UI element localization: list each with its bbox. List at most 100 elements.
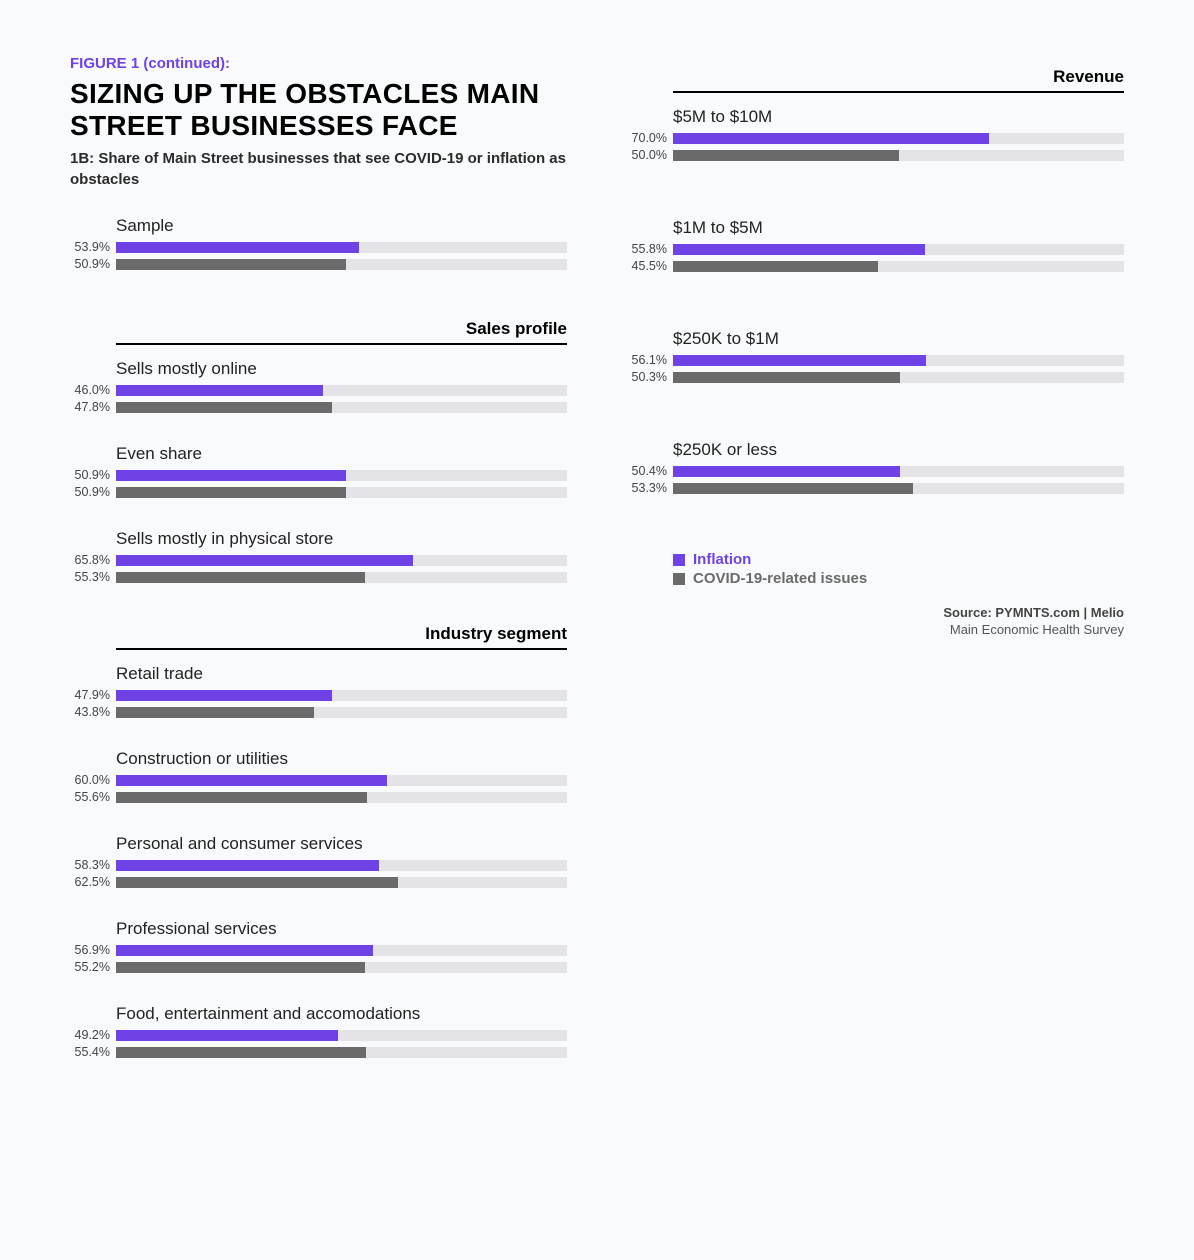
bar-value: 50.4% <box>627 464 673 478</box>
bar-track <box>673 483 1124 494</box>
bar-value: 50.9% <box>70 468 116 482</box>
bar-group: Even share50.9%50.9% <box>70 444 567 499</box>
bar-fill-inflation <box>116 242 359 253</box>
bar-track <box>116 945 567 956</box>
bar-fill-covid <box>116 962 365 973</box>
bar-group: Construction or utilities60.0%55.6% <box>70 749 567 804</box>
bar-fill-covid <box>116 572 365 583</box>
bar-fill-inflation <box>116 860 379 871</box>
bar-group: $250K or less50.4%53.3% <box>627 440 1124 495</box>
bar-track <box>116 877 567 888</box>
bar-value: 45.5% <box>627 259 673 273</box>
group-label: $5M to $10M <box>673 107 1124 127</box>
bar-row-inflation: 46.0% <box>70 383 567 397</box>
bar-group: $5M to $10M70.0% 50.0% <box>627 107 1124 162</box>
bar-track <box>116 487 567 498</box>
bar-row-covid: 55.6% <box>70 790 567 804</box>
bar-value: 46.0% <box>70 383 116 397</box>
bar-track <box>116 242 567 253</box>
bar-value: 53.9% <box>70 240 116 254</box>
bar-fill-covid <box>673 261 878 272</box>
bar-fill-inflation <box>116 1030 338 1041</box>
bar-row-inflation: 50.4% <box>627 464 1124 478</box>
bar-value: 60.0% <box>70 773 116 787</box>
bar-value: 55.8% <box>627 242 673 256</box>
bar-row-covid: 45.5% <box>627 259 1124 273</box>
chart-title: SIZING UP THE OBSTACLES MAIN STREET BUSI… <box>70 78 567 142</box>
sales-profile-section: Sells mostly online46.0%47.8%Even share5… <box>70 359 567 584</box>
left-column: FIGURE 1 (continued): SIZING UP THE OBST… <box>70 55 567 1089</box>
bar-track <box>116 775 567 786</box>
bar-track <box>116 1047 567 1058</box>
bar-track <box>116 572 567 583</box>
bar-track <box>673 261 1124 272</box>
bar-group: Food, entertainment and accomodations49.… <box>70 1004 567 1059</box>
bar-track <box>116 402 567 413</box>
bar-row-covid: 50.9% <box>70 485 567 499</box>
industry-section: Retail trade47.9%43.8%Construction or ut… <box>70 664 567 1059</box>
bar-group: Sells mostly online46.0%47.8% <box>70 359 567 414</box>
bar-fill-inflation <box>116 385 323 396</box>
bar-fill-covid <box>116 792 367 803</box>
bar-row-inflation: 50.9% <box>70 468 567 482</box>
bar-track <box>116 1030 567 1041</box>
bar-row-covid: 55.3% <box>70 570 567 584</box>
bar-fill-inflation <box>673 244 925 255</box>
group-label: Professional services <box>116 919 567 939</box>
bar-row-covid: 55.4% <box>70 1045 567 1059</box>
bar-value: 56.9% <box>70 943 116 957</box>
bar-track <box>673 372 1124 383</box>
bar-fill-covid <box>116 707 314 718</box>
bar-track <box>673 150 1124 161</box>
chart-subtitle: 1B: Share of Main Street businesses that… <box>70 148 567 190</box>
section-header-revenue: Revenue <box>673 67 1124 93</box>
bar-value: 56.1% <box>627 353 673 367</box>
bar-row-inflation: 49.2% <box>70 1028 567 1042</box>
legend-row-covid: COVID-19-related issues <box>673 570 1124 587</box>
bar-fill-covid <box>116 877 398 888</box>
bar-row-covid: 55.2% <box>70 960 567 974</box>
bar-track <box>116 690 567 701</box>
bar-group: $250K to $1M56.1% 50.3% <box>627 329 1124 384</box>
bar-row-covid: 43.8% <box>70 705 567 719</box>
source-line1: Source: PYMNTS.com | Melio <box>627 605 1124 620</box>
bar-row-inflation: 55.8% <box>627 242 1124 256</box>
group-label: Retail trade <box>116 664 567 684</box>
bar-fill-inflation <box>673 466 900 477</box>
bar-value: 55.2% <box>70 960 116 974</box>
group-label: $250K or less <box>673 440 1124 460</box>
group-label: Sample <box>116 216 567 236</box>
bar-fill-inflation <box>673 133 989 144</box>
bar-row-inflation: 56.9% <box>70 943 567 957</box>
bar-row-inflation: 58.3% <box>70 858 567 872</box>
bar-group: $1M to $5M55.8%45.5% <box>627 218 1124 273</box>
bar-fill-covid <box>116 259 346 270</box>
bar-value: 50.0% <box>627 148 673 162</box>
bar-track <box>116 962 567 973</box>
bar-value: 65.8% <box>70 553 116 567</box>
bar-value: 50.9% <box>70 485 116 499</box>
bar-value: 50.3% <box>627 370 673 384</box>
legend-swatch-covid <box>673 573 685 585</box>
bar-fill-covid <box>673 372 900 383</box>
group-label: Sells mostly online <box>116 359 567 379</box>
bar-row-covid: 62.5% <box>70 875 567 889</box>
bar-group: Professional services56.9% 55.2% <box>70 919 567 974</box>
legend-text: COVID-19-related issues <box>693 570 867 587</box>
revenue-section: $5M to $10M70.0%50.0%$1M to $5M55.8%45.5… <box>627 107 1124 495</box>
bar-fill-covid <box>673 150 899 161</box>
bar-track <box>673 355 1124 366</box>
bar-fill-inflation <box>116 555 413 566</box>
bar-track <box>116 792 567 803</box>
bar-fill-inflation <box>673 355 926 366</box>
legend-row-inflation: Inflation <box>673 551 1124 568</box>
bar-value: 70.0% <box>627 131 673 145</box>
group-label: Personal and consumer services <box>116 834 567 854</box>
bar-track <box>116 707 567 718</box>
bar-row-inflation: 65.8% <box>70 553 567 567</box>
bar-fill-inflation <box>116 690 332 701</box>
bar-track <box>116 259 567 270</box>
bar-value: 43.8% <box>70 705 116 719</box>
bar-value: 50.9% <box>70 257 116 271</box>
group-label: $250K to $1M <box>673 329 1124 349</box>
